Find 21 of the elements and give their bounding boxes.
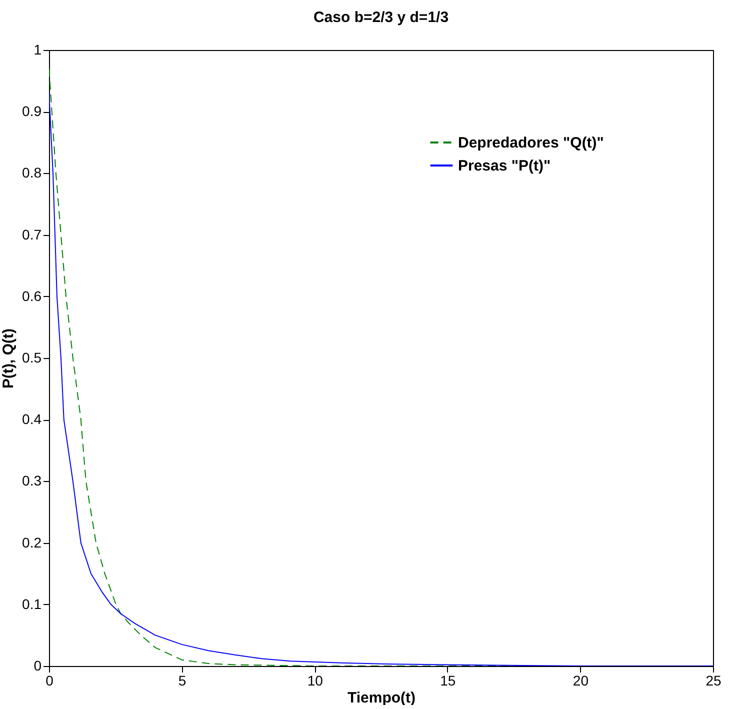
y-tick-label: 0.6 — [22, 288, 42, 304]
y-tick-label: 1 — [34, 42, 42, 58]
legend-label: Depredadores "Q(t)" — [458, 134, 604, 152]
y-tick-label: 0.4 — [22, 411, 42, 428]
legend-label: Presas "P(t)" — [458, 158, 551, 174]
y-tick-label: 0.2 — [22, 534, 42, 550]
y-tick-label: 0.3 — [22, 472, 42, 489]
x-tick-label: 5 — [178, 672, 186, 688]
chart-title: Caso b=2/3 y d=1/3 — [313, 9, 449, 26]
x-tick-label: 15 — [440, 672, 456, 688]
y-tick-label: 0 — [34, 658, 42, 674]
x-tick-label: 0 — [46, 672, 54, 688]
y-axis-title: P(t), Q(t) — [0, 328, 18, 388]
y-tick-label: 0.5 — [22, 350, 42, 366]
y-tick-label: 0.7 — [22, 226, 42, 242]
y-tick-label: 0.1 — [22, 596, 42, 612]
x-tick-label: 10 — [307, 672, 324, 688]
x-tick-label: 20 — [572, 672, 589, 688]
y-tick-label: 0.8 — [22, 164, 42, 181]
y-tick-label: 0.9 — [22, 103, 42, 120]
x-tick-label: 25 — [706, 672, 722, 688]
